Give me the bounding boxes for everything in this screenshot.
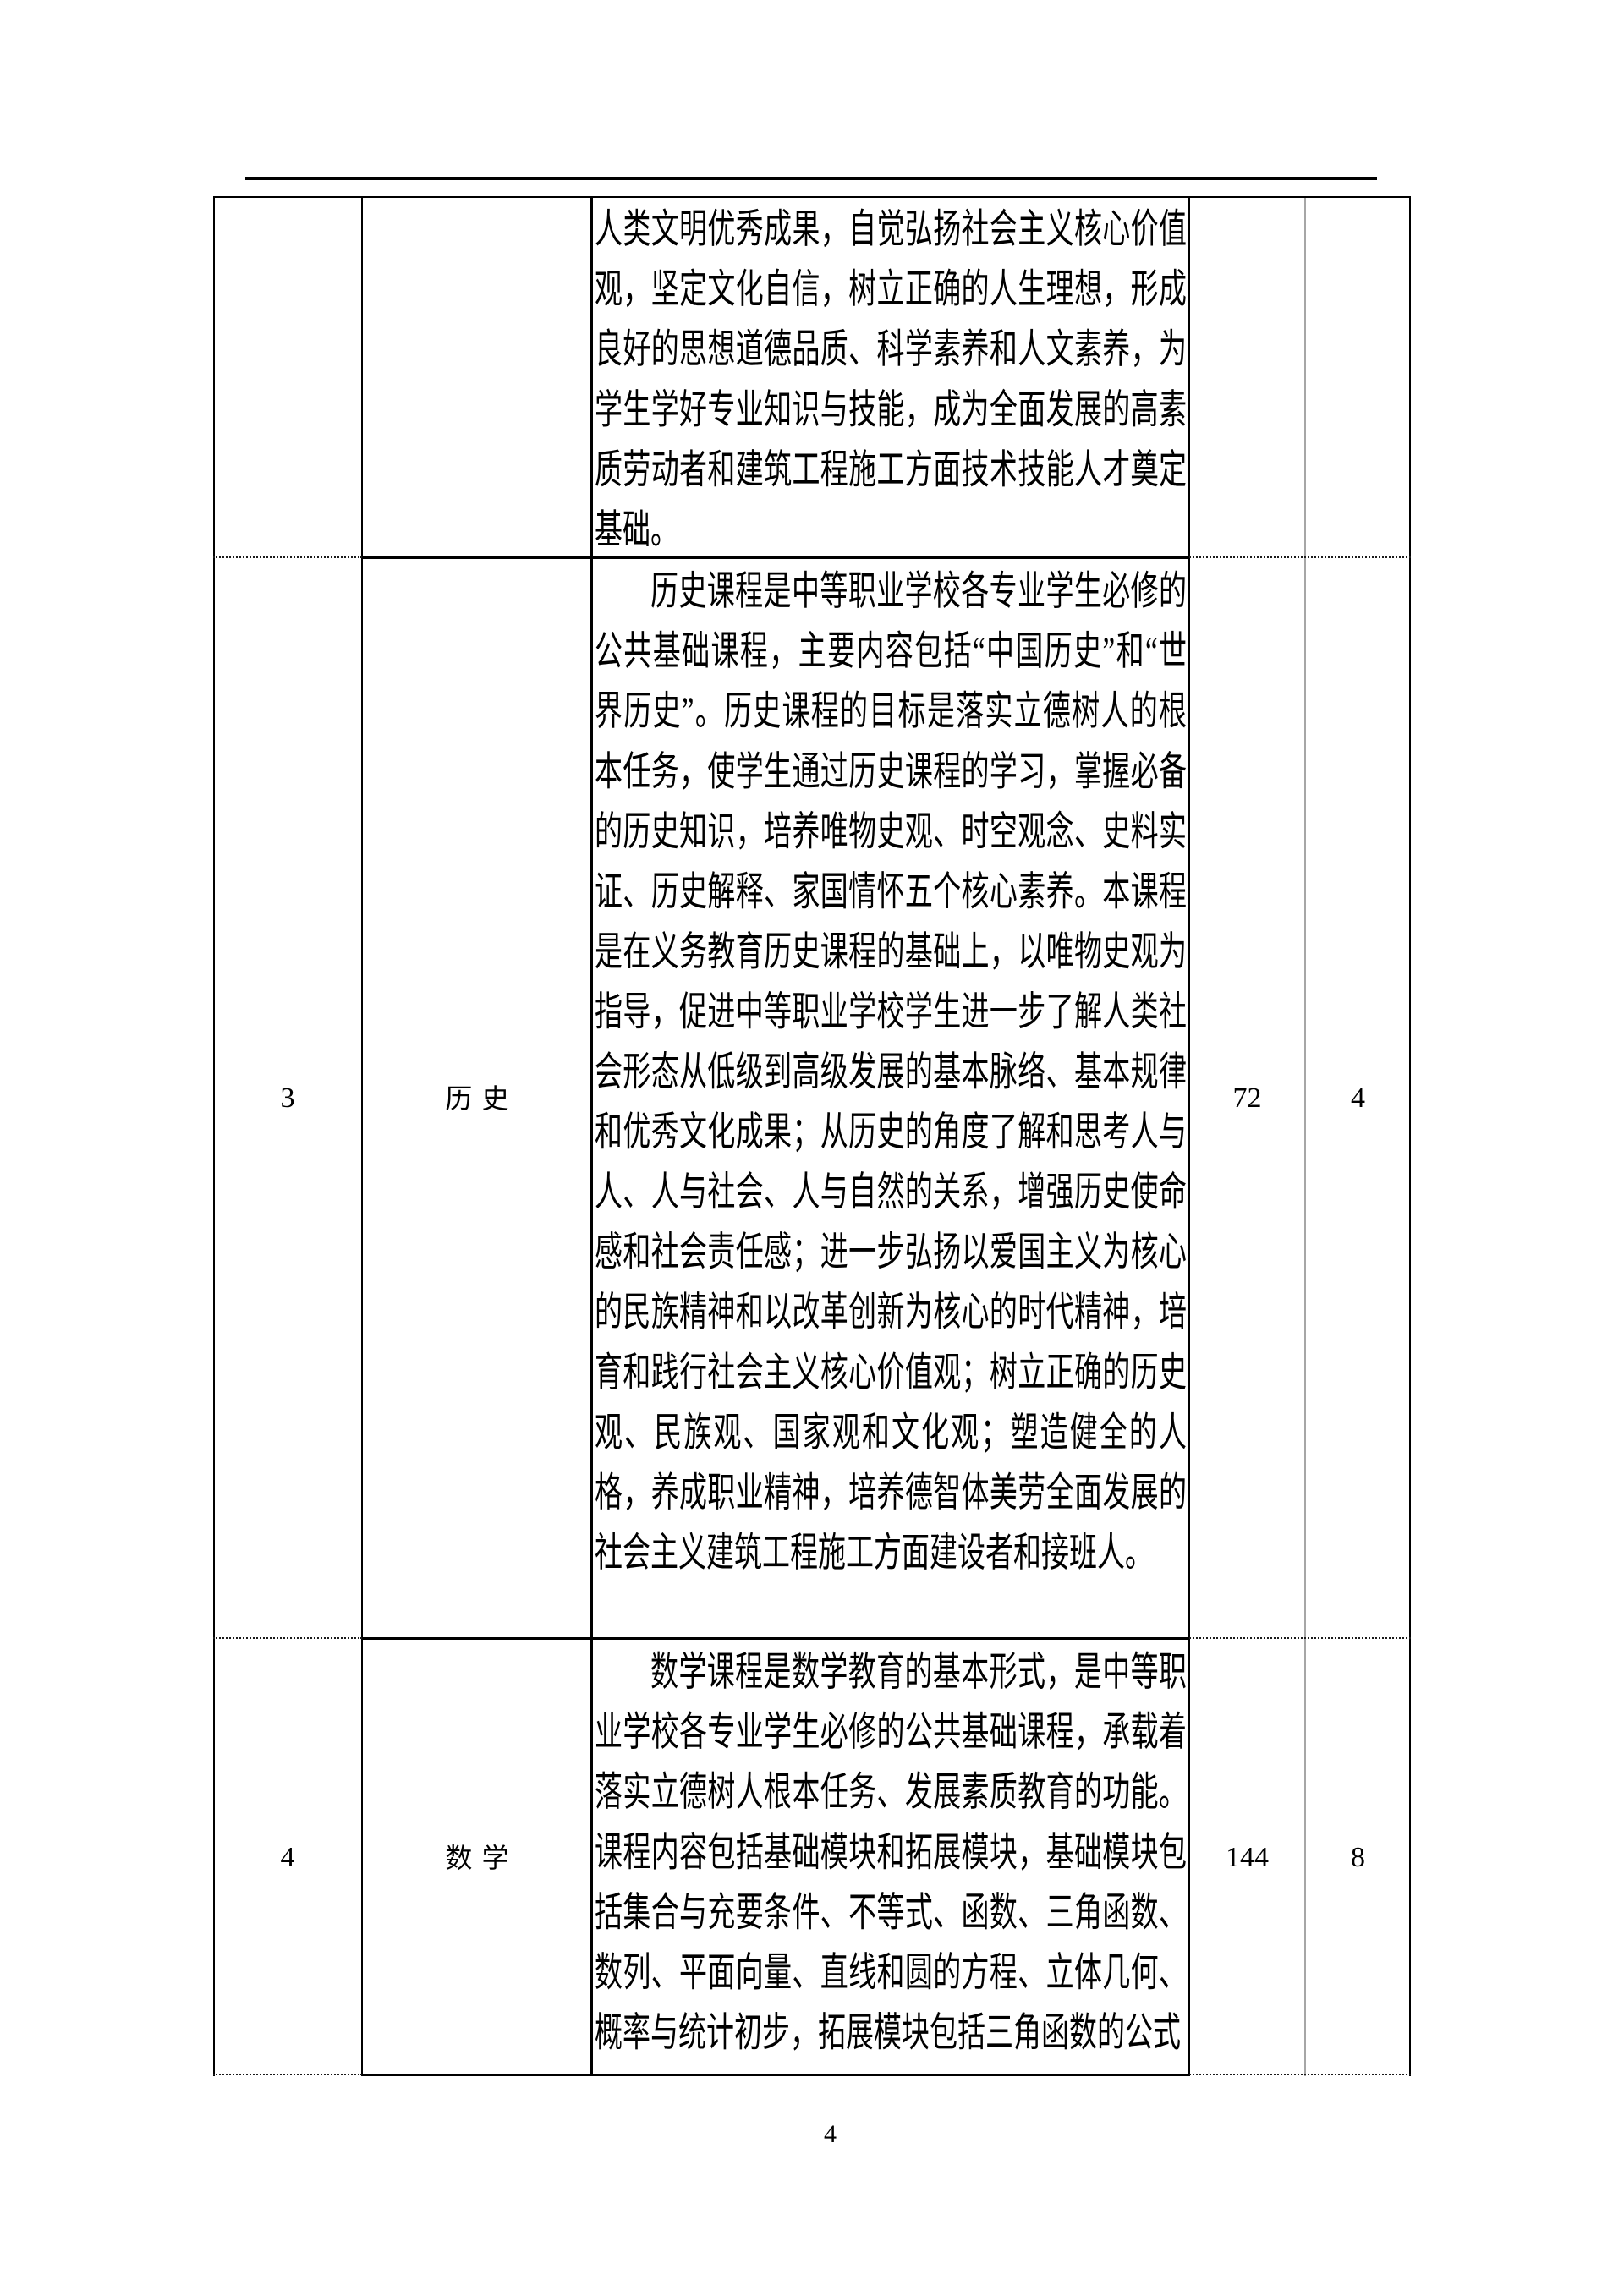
table-border-right xyxy=(1409,196,1411,2076)
table-border-top xyxy=(213,196,1411,198)
table-bottom-dashed-left xyxy=(213,2074,362,2075)
cell-row1-description: 人类文明优秀成果，自觉弘扬社会主义核心价值观，坚定文化自信，树立正确的人生理想，… xyxy=(592,196,1189,558)
table-grid: 人类文明优秀成果，自觉弘扬社会主义核心价值观，坚定文化自信，树立正确的人生理想，… xyxy=(213,196,1411,2076)
cell-row3-number: 4 xyxy=(280,1841,295,1873)
table-divider-col2-col3 xyxy=(590,196,593,2076)
cell-row3-hours: 144 xyxy=(1226,1841,1269,1873)
table-divider-col1-col2 xyxy=(361,196,363,2076)
cell-row2-hours: 72 xyxy=(1232,1082,1262,1114)
cell-row3-course: 数学 xyxy=(445,1842,518,1873)
page-number: 4 xyxy=(824,2120,837,2148)
cell-row2-credits: 4 xyxy=(1351,1082,1365,1114)
row-divider1-dashed-right xyxy=(1189,556,1411,558)
cell-row2-description: 历史课程是中等职业学校各专业学生必修的公共基础课程，主要内容包括“中国历史”和“… xyxy=(592,558,1189,1639)
row-divider2-dashed-right xyxy=(1189,1637,1411,1639)
table-border-left xyxy=(213,196,215,2076)
cell-row2-number: 3 xyxy=(280,1082,295,1114)
cell-row1-course xyxy=(362,196,592,558)
curriculum-table: 人类文明优秀成果，自觉弘扬社会主义核心价值观，坚定文化自信，树立正确的人生理想，… xyxy=(213,196,1411,2076)
header-rule xyxy=(245,177,1377,180)
row-divider2-solid xyxy=(362,1637,1189,1640)
table-bottom-solid xyxy=(362,2074,1189,2076)
row1-description-text: 人类文明优秀成果，自觉弘扬社会主义核心价值观，坚定文化自信，树立正确的人生理想，… xyxy=(595,208,1187,553)
cell-row1-number xyxy=(213,196,362,558)
row-divider2-dashed-left xyxy=(213,1637,362,1639)
cell-row2-course: 历史 xyxy=(445,1083,518,1114)
row3-description-text: 数学课程是数学教育的基本形式，是中等职业学校各专业学生必修的公共基础课程，承载着… xyxy=(595,1651,1187,2057)
table-divider-col3-col4 xyxy=(1188,196,1190,2076)
row-divider1-solid xyxy=(362,556,1189,559)
table-divider-col4-col5 xyxy=(1304,196,1306,2076)
cell-row1-hours xyxy=(1189,196,1305,558)
cell-row3-description: 数学课程是数学教育的基本形式，是中等职业学校各专业学生必修的公共基础课程，承载着… xyxy=(592,1639,1189,2076)
row2-description-text: 历史课程是中等职业学校各专业学生必修的公共基础课程，主要内容包括“中国历史”和“… xyxy=(595,570,1187,1576)
row-divider1-dashed-left xyxy=(213,556,362,558)
cell-row3-credits: 8 xyxy=(1351,1841,1365,1873)
cell-row1-credits xyxy=(1305,196,1411,558)
table-bottom-dashed-right xyxy=(1189,2074,1411,2075)
